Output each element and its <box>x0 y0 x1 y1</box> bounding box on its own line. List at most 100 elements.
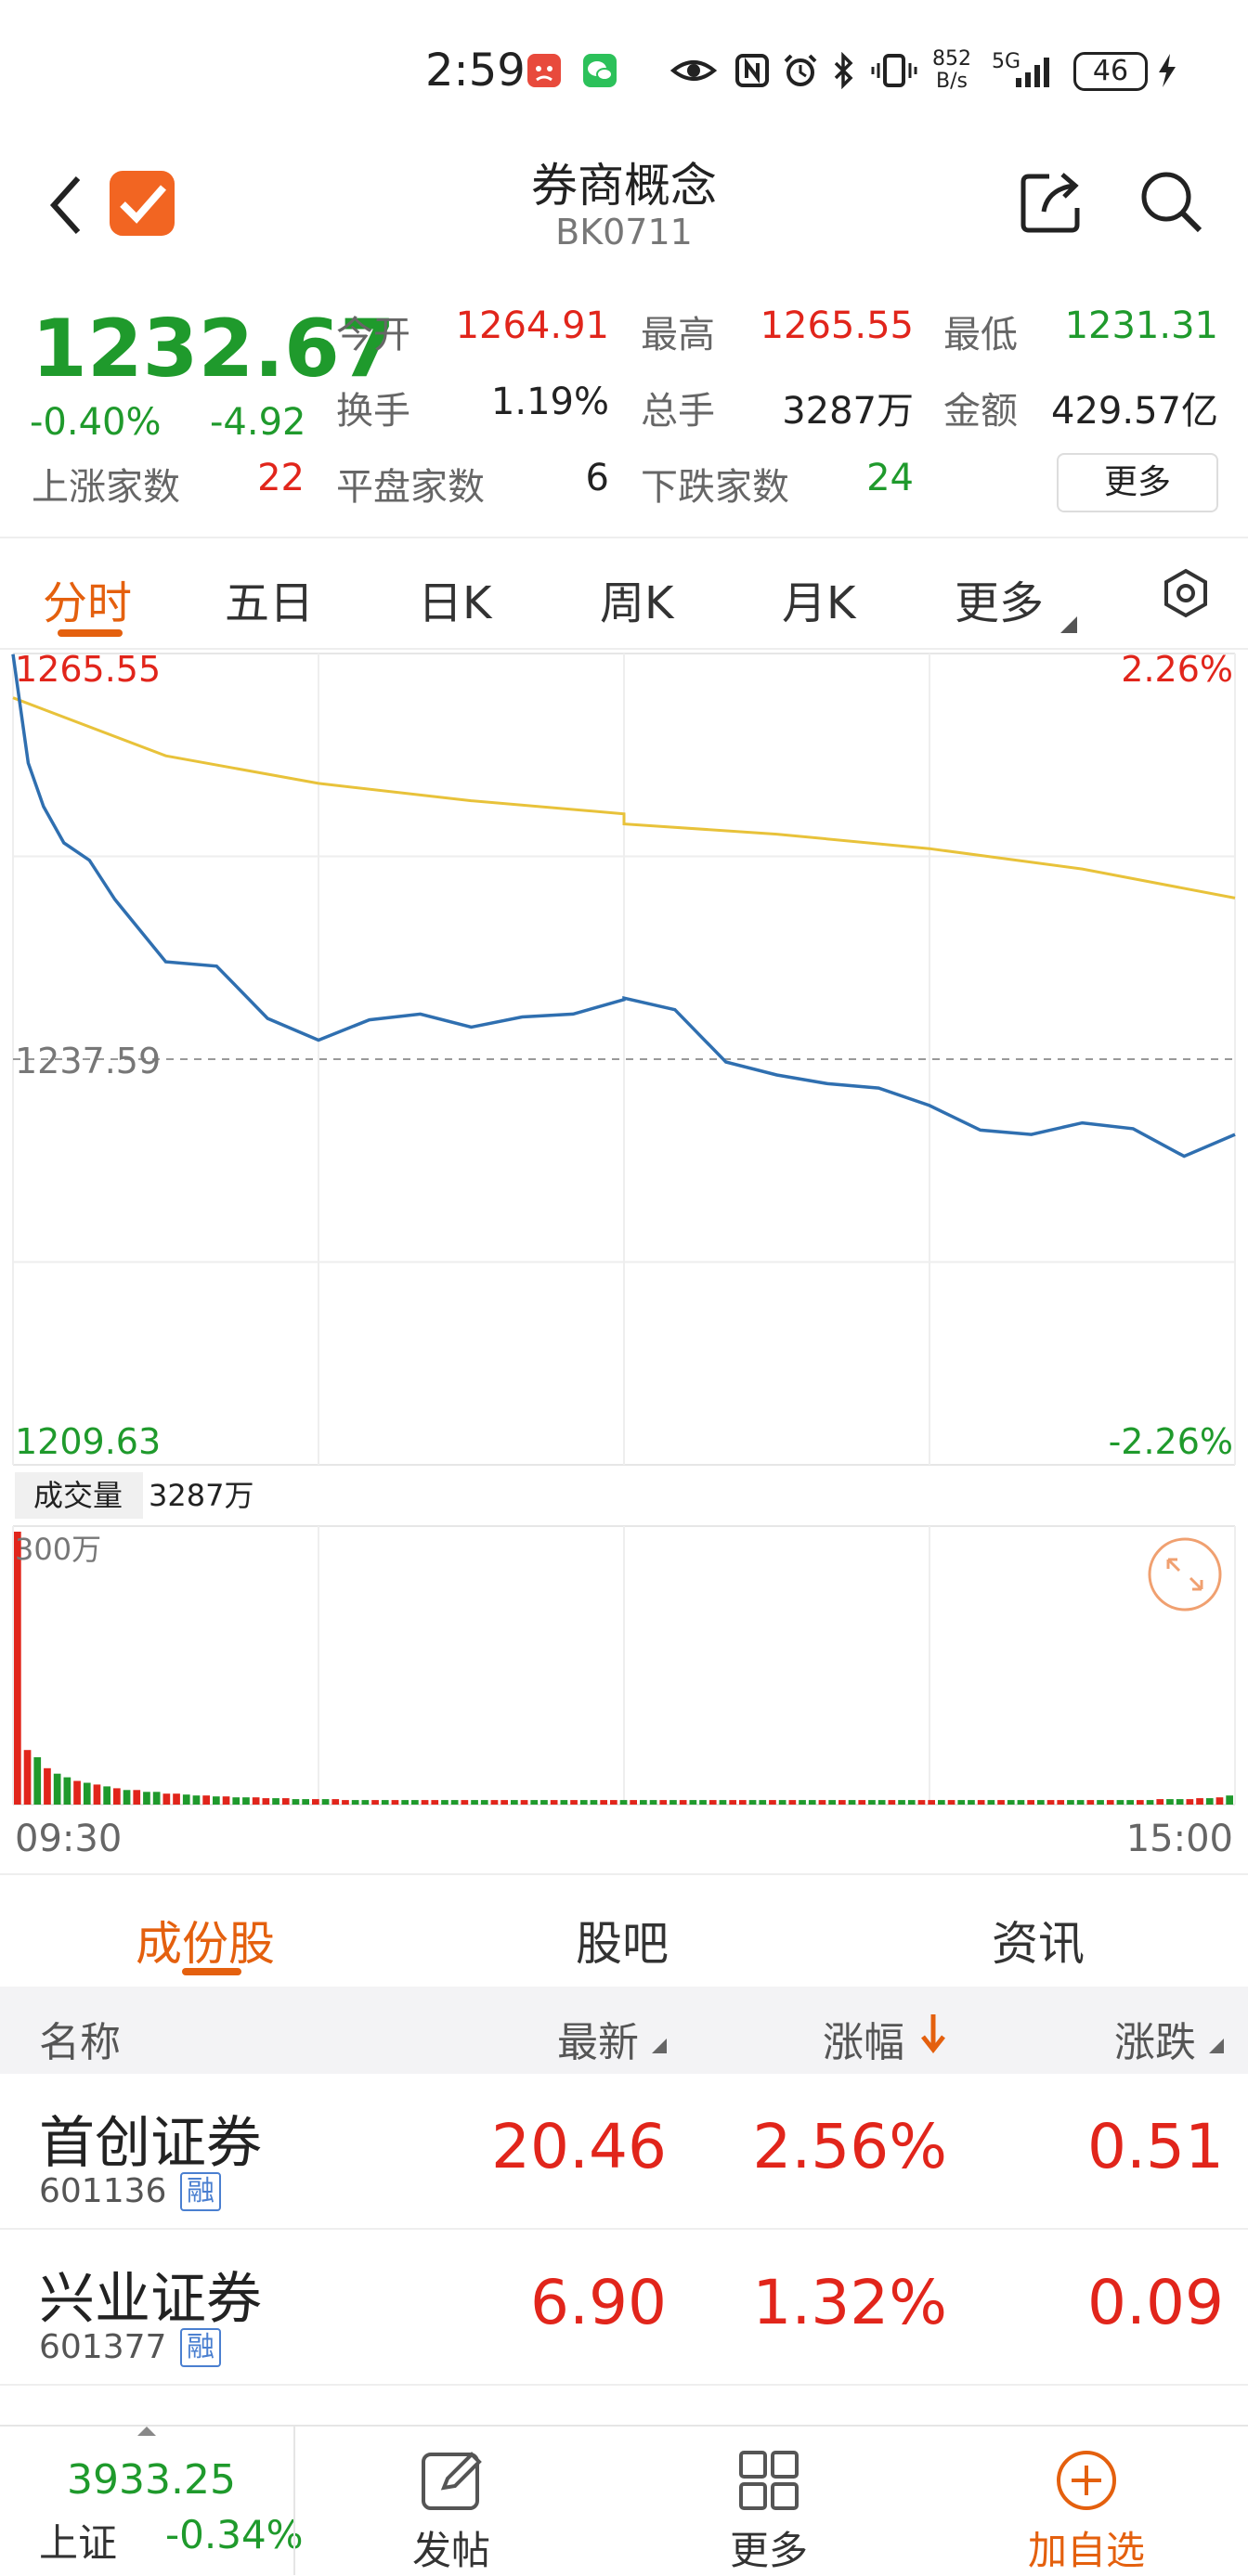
volume-bar <box>53 1773 61 1805</box>
tab-daily-k[interactable]: 日K <box>418 577 492 629</box>
sort-corner-icon <box>1209 2039 1224 2053</box>
index-name[interactable]: 上证 <box>39 2520 118 2566</box>
amount-value: 429.57亿 <box>1051 390 1218 433</box>
volume-bar <box>222 1796 230 1805</box>
volume-bar <box>103 1786 110 1805</box>
volume-bar <box>162 1793 171 1805</box>
tab-intraday[interactable]: 分时 <box>43 577 133 629</box>
current-price: 1232.67 <box>32 303 396 395</box>
tab-underline <box>182 1968 241 1975</box>
volume-bar <box>739 1800 747 1805</box>
share-icon[interactable] <box>1018 167 1086 236</box>
sort-corner-icon <box>652 2039 667 2053</box>
table-row[interactable]: 兴业证券 601377 融 6.90 1.32% 0.09 <box>0 2230 1248 2386</box>
index-change-pct[interactable]: -0.34% <box>165 2512 304 2557</box>
tab-underline <box>58 629 123 637</box>
status-time: 2:59 <box>425 45 526 97</box>
col-latest[interactable]: 最新 <box>557 2019 639 2066</box>
table-row[interactable]: 首创证券 601136 融 20.46 2.56% 0.51 <box>0 2074 1248 2230</box>
volume-bar <box>1027 1800 1034 1805</box>
vibrate-icon <box>871 54 917 87</box>
dropdown-corner-icon <box>1060 616 1077 633</box>
volume-bar <box>133 1790 141 1805</box>
volume-bar <box>123 1790 131 1805</box>
stock-change: 0.09 <box>1087 2267 1224 2338</box>
volume-bar <box>778 1800 786 1805</box>
volume-tag-label: 成交量 <box>33 1478 123 1513</box>
volume-bar <box>1076 1800 1085 1805</box>
stock-name: 首创证券 <box>39 2111 262 2176</box>
battery-level: 46 <box>1073 52 1148 91</box>
volume-bar <box>759 1800 767 1805</box>
tab-more[interactable]: 更多 <box>955 577 1045 629</box>
price-mid-label: 1237.59 <box>15 1041 161 1081</box>
volume-bar <box>272 1798 280 1805</box>
volume-bar <box>1116 1800 1124 1805</box>
more-button[interactable]: 更多 <box>676 2427 862 2575</box>
volume-bar <box>14 1532 21 1805</box>
volume-bar <box>748 1800 757 1805</box>
volume-bar <box>321 1799 330 1805</box>
col-change[interactable]: 涨跌 <box>1114 2019 1196 2066</box>
stock-name: 兴业证券 <box>39 2267 262 2332</box>
intraday-chart[interactable]: 1265.55 1237.59 1209.63 2.26% -2.26% 成交量… <box>0 649 1248 1875</box>
add-watchlist-button[interactable]: 加自选 <box>994 2427 1179 2575</box>
stock-code: 601377 <box>39 2328 167 2366</box>
watchlist-check-icon[interactable] <box>108 169 176 238</box>
tab-forum[interactable]: 股吧 <box>576 1917 669 1971</box>
volume-total: 3287万 <box>149 1478 254 1513</box>
chart-settings-icon[interactable] <box>1161 568 1211 618</box>
volume-bar <box>381 1800 389 1805</box>
volume-bar <box>242 1797 250 1805</box>
charging-icon <box>1159 54 1176 87</box>
volume-bar <box>202 1795 210 1805</box>
volume-bar <box>292 1799 300 1805</box>
volume-bar <box>997 1800 1005 1805</box>
volume-bar <box>808 1800 816 1805</box>
volume-bar <box>83 1782 91 1805</box>
change-percent: -0.40% <box>30 401 162 444</box>
more-stats-button[interactable]: 更多 <box>1057 453 1218 512</box>
col-name[interactable]: 名称 <box>39 2019 121 2066</box>
post-button[interactable]: 发帖 <box>358 2427 544 2575</box>
expand-chart-icon[interactable] <box>1148 1537 1222 1612</box>
volume-scale-label: 300万 <box>15 1532 101 1567</box>
volume-bar <box>511 1800 518 1805</box>
stock-latest: 6.90 <box>530 2267 667 2338</box>
divider <box>0 537 1248 538</box>
volume-bar <box>1097 1800 1104 1805</box>
alarm-icon <box>784 54 817 86</box>
volume-bar <box>987 1800 995 1805</box>
period-tabs: 分时 五日 日K 周K 月K 更多 <box>0 540 1248 652</box>
volume-bar <box>888 1800 896 1805</box>
intraday-chart-svg: 1265.55 1237.59 1209.63 2.26% -2.26% 成交量… <box>11 649 1236 1860</box>
low-value: 1231.31 <box>1064 304 1218 347</box>
app-notification-icon <box>527 54 561 87</box>
volume-bar <box>699 1800 707 1805</box>
bottom-nav: 3933.25 上证 -0.34% 发帖 更多 加自选 <box>0 2425 1248 2575</box>
volume-bar <box>1146 1800 1154 1805</box>
volume-bar <box>619 1800 628 1805</box>
volume-bar <box>361 1800 370 1805</box>
change-amount: -4.92 <box>210 401 306 444</box>
tab-monthly-k[interactable]: 月K <box>782 577 856 629</box>
tab-news[interactable]: 资讯 <box>992 1917 1085 1971</box>
tab-constituents[interactable]: 成份股 <box>136 1917 275 1971</box>
net-speed: 852 B/s <box>932 48 971 93</box>
volume-bar <box>600 1800 607 1805</box>
table-header: 名称 最新 涨幅 涨跌 <box>0 1987 1248 2074</box>
col-change-pct[interactable]: 涨幅 <box>823 2019 904 2066</box>
volume-bar <box>342 1800 349 1805</box>
expand-up-icon[interactable] <box>136 2425 158 2436</box>
back-icon[interactable] <box>45 173 91 238</box>
search-icon[interactable] <box>1137 167 1205 236</box>
stock-change-pct: 1.32% <box>752 2267 947 2338</box>
volume-bar <box>550 1800 558 1805</box>
tab-five-day[interactable]: 五日 <box>225 577 315 629</box>
tab-weekly-k[interactable]: 周K <box>600 577 674 629</box>
volume-bar <box>450 1800 459 1805</box>
volume-bar <box>213 1796 220 1805</box>
volume-bar <box>947 1800 956 1805</box>
index-value[interactable]: 3933.25 <box>67 2456 236 2504</box>
more-label: 更多 <box>729 2528 808 2573</box>
